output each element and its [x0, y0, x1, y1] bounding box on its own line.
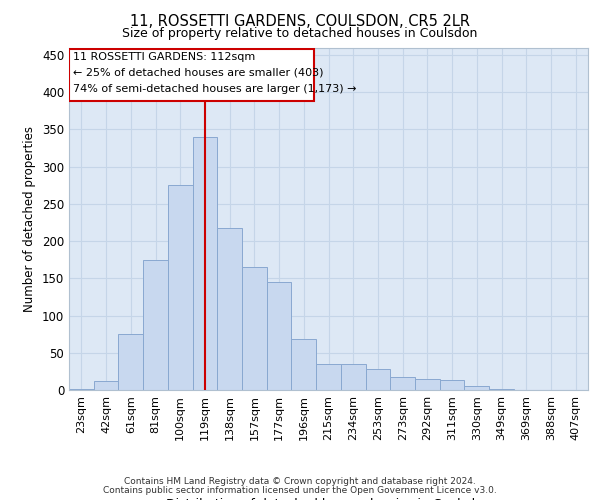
Bar — [365, 369, 390, 390]
Bar — [118, 334, 143, 390]
Text: ← 25% of detached houses are smaller (403): ← 25% of detached houses are smaller (40… — [73, 68, 323, 78]
Bar — [464, 386, 489, 390]
Text: Size of property relative to detached houses in Coulsdon: Size of property relative to detached ho… — [122, 28, 478, 40]
Bar — [69, 388, 94, 390]
Bar — [143, 260, 168, 390]
Text: 74% of semi-detached houses are larger (1,173) →: 74% of semi-detached houses are larger (… — [73, 84, 356, 94]
Text: Contains HM Land Registry data © Crown copyright and database right 2024.: Contains HM Land Registry data © Crown c… — [124, 477, 476, 486]
Bar — [193, 137, 217, 390]
Y-axis label: Number of detached properties: Number of detached properties — [23, 126, 37, 312]
Text: 11 ROSSETTI GARDENS: 112sqm: 11 ROSSETTI GARDENS: 112sqm — [73, 52, 255, 62]
Bar — [69, 49, 314, 101]
Text: Contains public sector information licensed under the Open Government Licence v3: Contains public sector information licen… — [103, 486, 497, 495]
Bar — [316, 364, 341, 390]
Bar — [267, 282, 292, 390]
Bar — [292, 340, 316, 390]
Bar — [242, 267, 267, 390]
Bar — [341, 364, 365, 390]
Text: 11, ROSSETTI GARDENS, COULSDON, CR5 2LR: 11, ROSSETTI GARDENS, COULSDON, CR5 2LR — [130, 14, 470, 29]
Bar — [168, 185, 193, 390]
Bar — [94, 381, 118, 390]
Bar — [217, 228, 242, 390]
Bar — [415, 379, 440, 390]
Bar — [440, 380, 464, 390]
Bar — [390, 376, 415, 390]
X-axis label: Distribution of detached houses by size in Coulsdon: Distribution of detached houses by size … — [166, 498, 491, 500]
